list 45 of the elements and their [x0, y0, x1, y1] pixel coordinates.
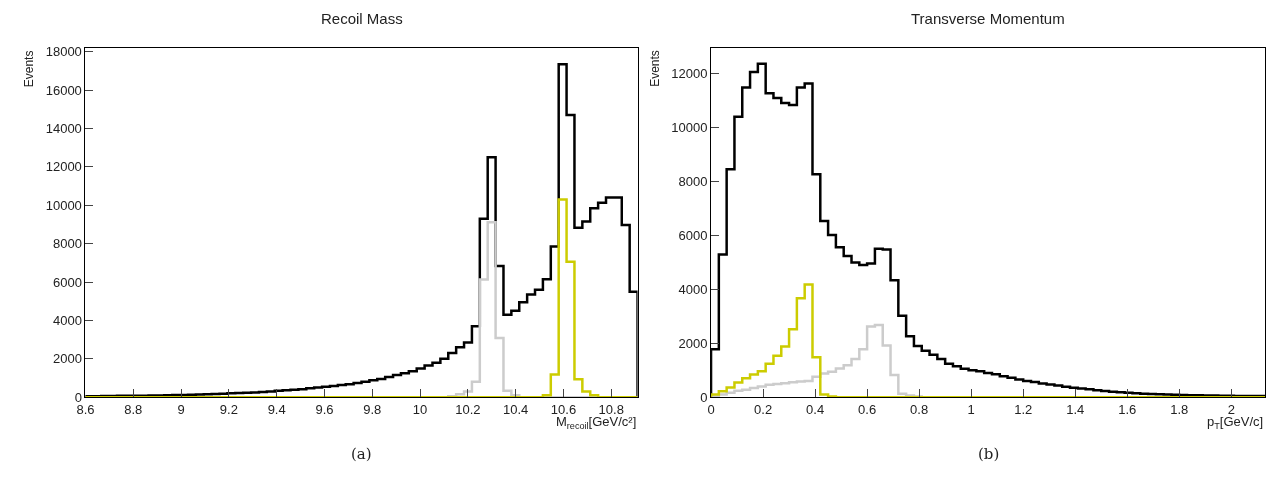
text: (b)	[978, 445, 1000, 463]
y-tick-label: 4000	[52, 312, 82, 328]
y-tick-label: 6000	[678, 227, 708, 243]
y-tick-label: 2000	[678, 335, 708, 351]
y-tick-label: 6000	[52, 274, 82, 290]
x-tick-label: 9.2	[219, 401, 238, 417]
x-axis-title: p$_{T}$[GeV/c]	[1207, 414, 1264, 431]
x-tick-label: 1.6	[1118, 401, 1137, 417]
y-tick-label: 12000	[671, 66, 708, 82]
x-tick-label: 2	[1227, 401, 1235, 417]
x-tick-label: 10.6	[550, 401, 577, 417]
x-tick-label: 8.8	[124, 401, 143, 417]
y-tick-label: 4000	[678, 281, 708, 297]
y-tick-label: 10000	[671, 120, 708, 136]
y-tick-label: 10000	[45, 197, 82, 213]
x-tick-label: 10.2	[455, 401, 481, 417]
x-tick-label: 9.6	[315, 401, 334, 417]
y-tick-label: 0	[700, 389, 708, 405]
x-tick-label: 9.4	[267, 401, 286, 417]
y-tick-label: 16000	[45, 82, 82, 98]
x-tick-label: 10	[412, 401, 428, 417]
chart-title: Transverse Momentum	[911, 10, 1065, 27]
x-tick-label: 0.8	[910, 401, 929, 417]
y-axis-title: Events	[648, 50, 663, 87]
x-tick-label: 10.4	[503, 401, 529, 417]
x-tick-label: 10.8	[598, 401, 624, 417]
x-tick-label: 9	[177, 401, 185, 417]
y-tick-label: 12000	[45, 159, 82, 175]
y-tick-label: 2000	[52, 351, 82, 367]
y-tick-label: 8000	[678, 173, 708, 189]
x-tick-label: 1	[967, 401, 975, 417]
x-tick-label: 0.4	[806, 401, 825, 417]
x-tick-label: 0.2	[754, 401, 773, 417]
text: (a)	[351, 445, 372, 463]
y-axis-title: Events	[22, 50, 37, 88]
x-axis-title: M$_{recoil}$[GeV/c²]	[556, 414, 637, 431]
x-tick-label: 1.2	[1014, 401, 1033, 417]
x-tick-label: 0.6	[858, 401, 877, 417]
x-tick-label: 9.8	[363, 401, 382, 417]
y-tick-label: 14000	[45, 121, 82, 137]
x-tick-label: 1.8	[1170, 401, 1189, 417]
x-tick-label: 1.4	[1066, 401, 1085, 417]
chart-title: Recoil Mass	[321, 10, 403, 27]
y-tick-label: 18000	[45, 44, 82, 60]
y-tick-label: 8000	[52, 236, 82, 252]
